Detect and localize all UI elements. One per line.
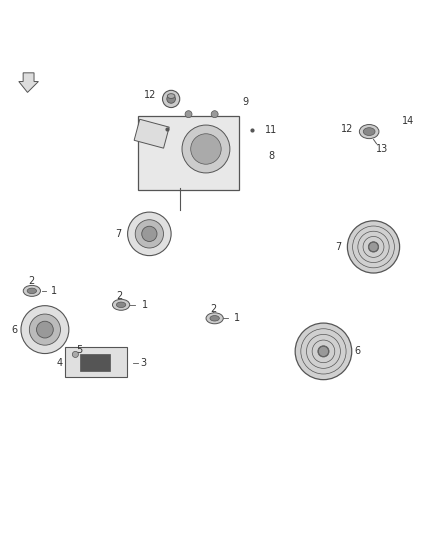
Circle shape [182,125,230,173]
Ellipse shape [206,313,223,324]
Circle shape [36,321,53,338]
Polygon shape [19,73,39,92]
Text: 5: 5 [76,345,82,356]
Ellipse shape [117,302,126,308]
Bar [134,119,169,148]
Circle shape [127,212,171,256]
Text: 8: 8 [268,150,274,160]
Ellipse shape [27,288,36,294]
Text: 1: 1 [51,286,57,296]
Text: 1: 1 [234,313,240,324]
Text: 4: 4 [56,358,62,368]
Ellipse shape [359,125,379,139]
Bar [80,353,110,371]
Circle shape [318,346,328,357]
Text: 2: 2 [210,304,216,314]
Circle shape [211,111,218,118]
FancyBboxPatch shape [65,346,127,377]
Circle shape [72,351,78,358]
Text: 12: 12 [144,91,156,100]
Text: 11: 11 [265,125,277,135]
Text: 3: 3 [141,358,147,368]
Ellipse shape [113,300,130,310]
Text: 7: 7 [336,242,342,252]
Text: 2: 2 [28,276,34,286]
Ellipse shape [23,285,40,296]
Circle shape [369,242,378,252]
Ellipse shape [363,128,375,135]
Text: 12: 12 [341,124,353,134]
Text: 14: 14 [402,116,414,126]
Text: 1: 1 [141,300,148,310]
Circle shape [191,134,221,164]
Circle shape [21,305,69,353]
Text: 6: 6 [11,325,18,335]
Text: 9: 9 [242,97,248,107]
Ellipse shape [210,316,219,321]
Text: 10: 10 [144,124,156,134]
Circle shape [185,111,192,118]
Circle shape [347,221,399,273]
Text: 13: 13 [376,144,389,154]
Circle shape [162,90,180,108]
Text: 6: 6 [354,346,360,357]
Circle shape [135,220,163,248]
Ellipse shape [167,94,175,99]
Text: 2: 2 [116,290,122,301]
Circle shape [29,314,60,345]
Circle shape [167,95,176,103]
Circle shape [295,323,352,379]
Text: 7: 7 [115,229,121,239]
Circle shape [142,226,157,241]
FancyBboxPatch shape [138,116,239,190]
